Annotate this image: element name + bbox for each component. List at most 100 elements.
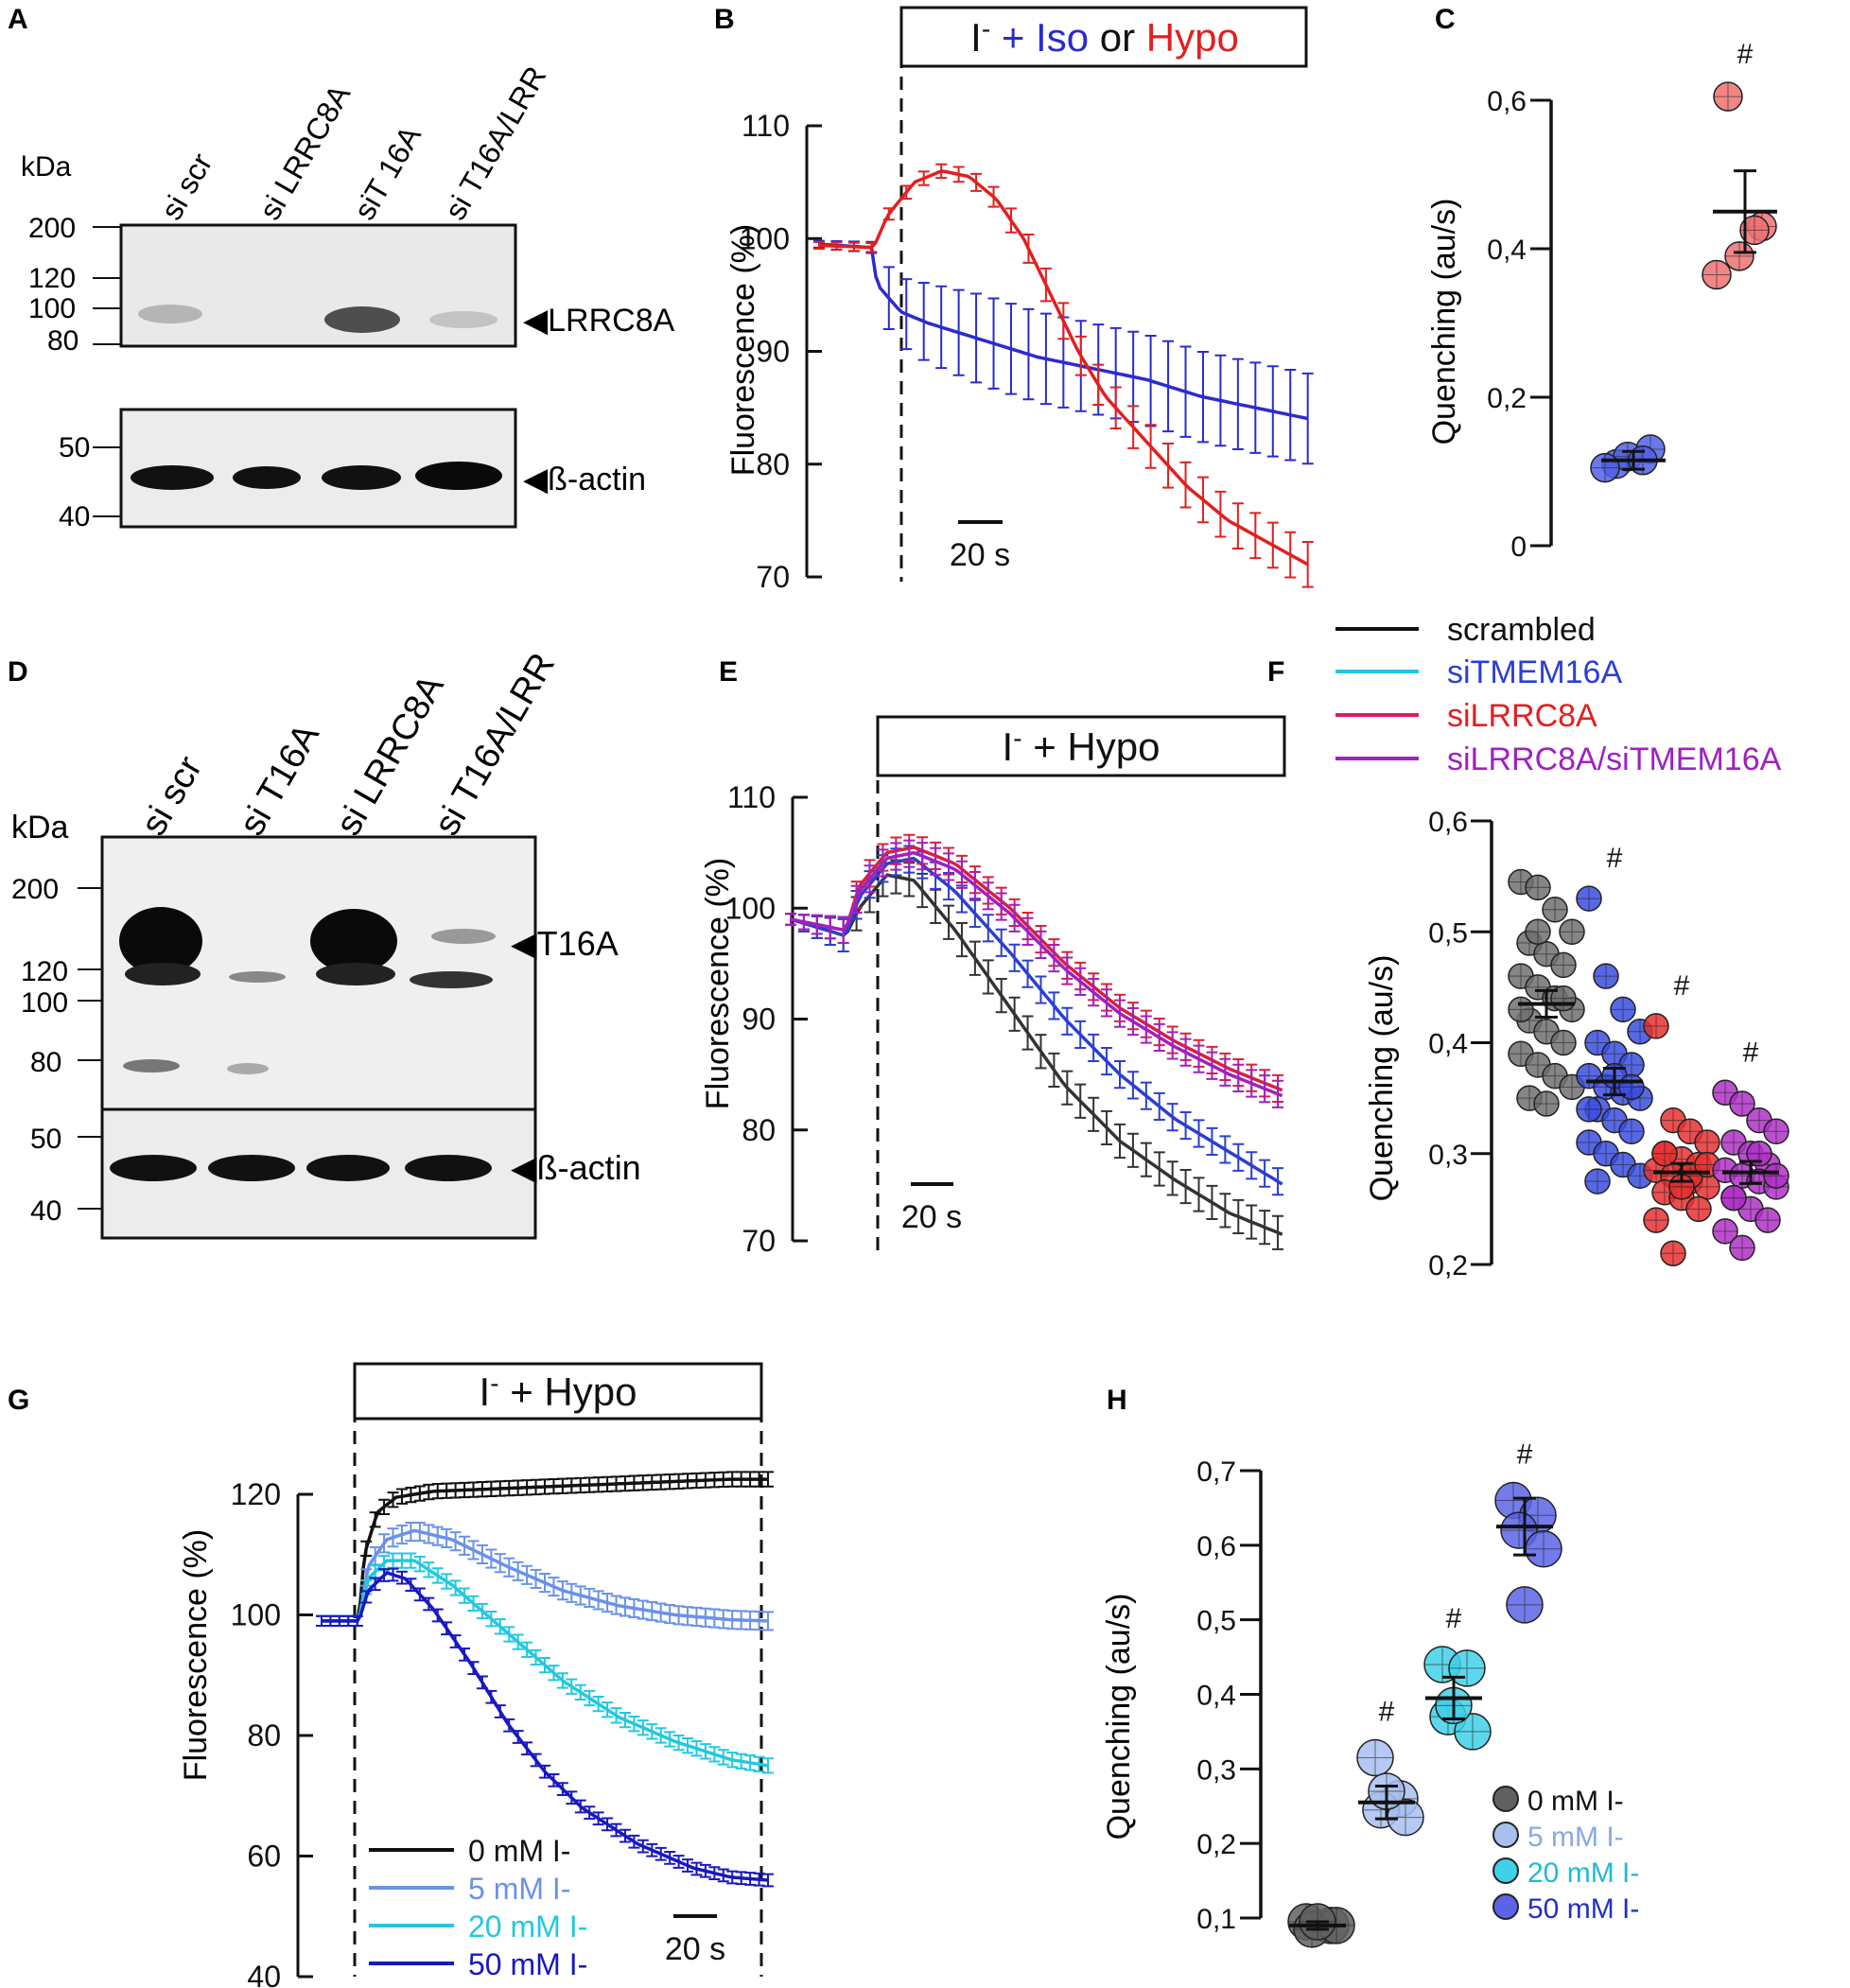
chart-c-point-cross-1-3 <box>1702 260 1731 289</box>
chart-e-ylabel: Fluorescence (%) <box>700 858 736 1109</box>
chart-f-point-cross-2-14 <box>1644 1208 1668 1233</box>
chart-f-point-cross-0-6 <box>1551 952 1576 978</box>
blot-d-band-scr-80 <box>123 1059 180 1072</box>
chart-h-point-cross-2-3 <box>1455 1713 1491 1750</box>
chart-h-legend: 0 mM I- 5 mM I- 20 mM I- 50 mM I- <box>1492 1786 1639 1925</box>
chart-h-point-cross-3-3 <box>1526 1530 1562 1567</box>
chart-f-point-cross-1-14 <box>1577 1130 1601 1156</box>
chart-f-point-cross-1-12 <box>1602 1107 1627 1133</box>
chart-h-point-cross-2-1 <box>1449 1649 1485 1686</box>
chart-f-point-cross-3-15 <box>1730 1235 1754 1261</box>
chart-b-stimulus-label: I- + Iso or Hypo <box>970 14 1239 60</box>
blot-a-marker-200: 200 <box>28 213 76 244</box>
blot-a-marker-120: 120 <box>28 263 76 294</box>
chart-g-stim-minus: - <box>490 1369 498 1398</box>
chart-f-ytick-label-1: 0,3 <box>1428 1140 1468 1171</box>
chart-f-point-cross-0-2 <box>1543 897 1567 922</box>
chart-f-point-cross-0-21 <box>1509 997 1533 1022</box>
chart-f-point-cross-1-13 <box>1619 1119 1644 1144</box>
chart-c-ytick-label-0: 0 <box>1510 532 1527 563</box>
chart-h-significance-1: # <box>1379 1697 1395 1728</box>
chart-g-ylabel: Fluorescence (%) <box>178 1529 214 1781</box>
chart-b-series-0 <box>813 239 1314 465</box>
chart-h-group-2: # <box>1423 1603 1492 1751</box>
blot-d-actin-band-4 <box>405 1155 492 1181</box>
chart-f-sem-0 <box>1535 988 1558 1020</box>
chart-c-sem-0 <box>1622 449 1645 471</box>
chart-h-point-cross-1-3 <box>1388 1799 1423 1836</box>
chart-g-ytick-label-3: 60 <box>247 1840 281 1874</box>
chart-h-significance-2: # <box>1446 1603 1462 1634</box>
chart-b-stim-i: I <box>970 15 982 60</box>
blot-d-marker-200: 200 <box>11 874 59 905</box>
chart-f-point-cross-0-22 <box>1526 919 1550 945</box>
chart-f-point-cross-3-12 <box>1738 1196 1763 1222</box>
chart-f-point-cross-0-1 <box>1526 875 1550 900</box>
chart-f-point-cross-3-13 <box>1755 1208 1780 1233</box>
chart-f-point-cross-0-13 <box>1551 1030 1576 1055</box>
chart-h-group-3: # <box>1494 1439 1562 1624</box>
chart-g-series-1 <box>316 1521 774 1631</box>
blot-d-label-actin: ◀ß-actin <box>511 1148 641 1187</box>
chart-f-point-cross-2-0 <box>1644 1013 1668 1038</box>
blot-a-label-lrrc8a: ◀LRRC8A <box>523 303 675 339</box>
chart-g-legend: 0 mM I- 5 mM I- 20 mM I- 50 mM I- <box>369 1834 587 1981</box>
blot-d-band-lrrc8a-high <box>310 909 397 973</box>
chart-f-group-3: # <box>1712 1037 1789 1262</box>
chart-e-stim-minus: - <box>1013 724 1021 753</box>
chart-f-sem-2 <box>1670 1161 1693 1183</box>
panel-letter-h: H <box>1107 1385 1127 1416</box>
blot-d-actin-band-1 <box>110 1155 197 1181</box>
chart-f-sem-1 <box>1603 1066 1626 1097</box>
chart-h-point-cross-3-2 <box>1501 1512 1537 1549</box>
chart-h-ylabel: Quenching (au/s) <box>1101 1594 1137 1840</box>
chart-f-point-cross-1-0 <box>1577 886 1601 912</box>
chart-h-ytick-label-5: 0,6 <box>1196 1531 1236 1562</box>
chart-f-point-cross-3-0 <box>1713 1080 1737 1106</box>
chart-g-series-0 <box>316 1471 774 1627</box>
chart-c-significance-1: # <box>1737 39 1754 70</box>
chart-c-ytick-label-3: 0,6 <box>1487 86 1527 117</box>
chart-h-sem-1 <box>1375 1784 1398 1821</box>
chart-e-stim-rest: + Hypo <box>1022 724 1161 769</box>
chart-e-line-2 <box>790 846 1283 1092</box>
chart-f-ylabel: Quenching (au/s) <box>1364 955 1400 1202</box>
chart-f-point-cross-2-18 <box>1652 1141 1677 1166</box>
chart-h-ytick-label-0: 0,1 <box>1196 1904 1236 1935</box>
chart-h-legend-2: 20 mM I- <box>1527 1857 1639 1889</box>
chart-c: Quenching (au/s) 0 0,2 0,4 0,6 # <box>1426 39 1777 563</box>
blot-a-band-lane-4 <box>429 311 497 328</box>
blot-d-band-t16a-80 <box>227 1063 269 1074</box>
blot-a-marker-100: 100 <box>28 293 76 324</box>
chart-f-point-cross-0-16 <box>1543 1063 1567 1089</box>
panel-letter-e: E <box>719 656 738 688</box>
chart-g-legend-3: 50 mM I- <box>468 1947 587 1981</box>
chart-e-stim-i: I <box>1003 724 1014 769</box>
chart-e: I- + Hypo Fluorescence (%) 110 100 90 80 70 2… <box>700 715 1286 1258</box>
chart-f-ytick-label-2: 0,4 <box>1428 1029 1468 1060</box>
chart-f-point-cross-3-3 <box>1764 1119 1789 1144</box>
blot-a-marker-40: 40 <box>59 501 90 532</box>
chart-f-point-cross-1-21 <box>1577 1096 1601 1122</box>
blot-d-band-scr-high <box>119 907 202 975</box>
legend-ef-double: siLRRC8A/siTMEM16A <box>1447 741 1782 777</box>
chart-e-line-1 <box>790 856 1283 1186</box>
chart-b-stim-iso: Iso <box>1036 15 1089 60</box>
chart-g-stim-i: I <box>480 1369 491 1414</box>
chart-f: Quenching (au/s) 0,2 0,3 0,4 0,5 0,6 # # # <box>1364 807 1789 1282</box>
chart-f-sem-3 <box>1739 1160 1762 1185</box>
chart-g-line-3 <box>322 1571 769 1882</box>
chart-h-legend-dot-2 <box>1492 1857 1519 1884</box>
chart-g-stimulus-box <box>353 1362 763 1421</box>
chart-c-sem-1 <box>1734 169 1756 254</box>
chart-f-point-cross-3-18 <box>1721 1185 1746 1211</box>
chart-g-legend-1: 5 mM I- <box>468 1872 570 1906</box>
chart-h-legend-dot-1 <box>1492 1822 1519 1848</box>
chart-h-sem-2 <box>1442 1675 1465 1721</box>
chart-g-ytick-label-1: 100 <box>231 1598 281 1632</box>
chart-f-ytick-label-4: 0,6 <box>1428 807 1468 838</box>
panel-letter-a: A <box>8 4 28 35</box>
chart-b-series-1 <box>813 163 1314 588</box>
blot-a-actin-band-4 <box>415 462 502 490</box>
chart-f-point-cross-0-20 <box>1551 985 1576 1011</box>
